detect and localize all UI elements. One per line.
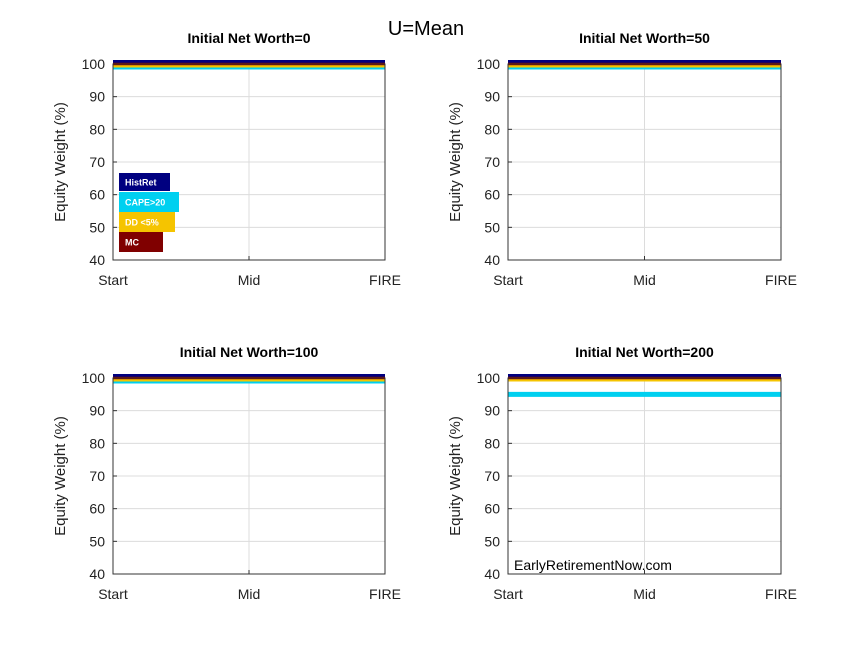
y-tick-label: 90 (484, 89, 500, 105)
y-tick-label: 70 (484, 468, 500, 484)
y-tick-label: 100 (477, 370, 501, 386)
y-axis-label: Equity Weight (%) (447, 102, 464, 222)
y-tick-label: 60 (89, 501, 105, 517)
x-tick-label: FIRE (369, 586, 401, 602)
x-tick-label: Start (493, 586, 523, 602)
x-tick-label: Start (98, 272, 128, 288)
y-tick-label: 60 (484, 501, 500, 517)
subplot-title: Initial Net Worth=0 (187, 30, 310, 46)
x-tick-label: Start (493, 272, 523, 288)
watermark: EarlyRetirementNow.com (514, 557, 672, 573)
y-tick-label: 100 (82, 56, 106, 72)
legend-label-histret: HistRet (125, 178, 157, 188)
legend-label-dd-5: DD <5% (125, 218, 159, 228)
subplot-1: 40 50 60 70 80 90 100 Start Mid FIRE Initial Net W… (52, 30, 401, 288)
y-tick-label: 80 (484, 435, 500, 451)
y-axis-label: Equity Weight (%) (447, 416, 464, 536)
y-tick-label: 100 (82, 370, 106, 386)
x-tick-label: Mid (633, 586, 656, 602)
x-tick-label: FIRE (369, 272, 401, 288)
y-tick-label: 90 (89, 89, 105, 105)
subplot-3: 40 50 60 70 80 90 100 Start Mid FIRE Initial Net W… (52, 344, 401, 602)
y-tick-label: 90 (484, 403, 500, 419)
y-tick-label: 70 (484, 154, 500, 170)
subplot-4: 40 50 60 70 80 90 100 Start Mid FIRE Initial Net W… (447, 344, 797, 602)
legend-swatch-mc (119, 232, 163, 252)
subplot-grid: 40 50 60 70 80 90 100 Start Mid FIRE Initial Net W… (52, 30, 797, 602)
subplot-title: Initial Net Worth=200 (575, 344, 714, 360)
x-tick-label: Mid (238, 272, 261, 288)
y-tick-label: 50 (89, 533, 105, 549)
subplot-2: 40 50 60 70 80 90 100 Start Mid FIRE Initial Net W… (447, 30, 797, 288)
y-tick-label: 70 (89, 154, 105, 170)
y-tick-label: 80 (484, 121, 500, 137)
y-axis-label: Equity Weight (%) (52, 102, 69, 222)
figure-title: U=Mean (388, 18, 464, 40)
y-axis-label: Equity Weight (%) (52, 416, 69, 536)
y-tick-label: 60 (89, 187, 105, 203)
x-tick-label: Start (98, 586, 128, 602)
subplot-title: Initial Net Worth=100 (180, 344, 319, 360)
x-tick-label: FIRE (765, 272, 797, 288)
legend-label-cape-20: CAPE>20 (125, 198, 165, 208)
y-tick-label: 80 (89, 121, 105, 137)
y-tick-label: 40 (484, 566, 500, 582)
legend-swatch-dd-5 (119, 212, 175, 232)
x-tick-label: FIRE (765, 586, 797, 602)
y-tick-label: 40 (89, 566, 105, 582)
y-tick-label: 40 (484, 252, 500, 268)
y-tick-label: 50 (484, 219, 500, 235)
legend-label-mc: MC (125, 238, 139, 248)
y-tick-label: 40 (89, 252, 105, 268)
y-tick-label: 50 (484, 533, 500, 549)
legend-swatch-histret (119, 173, 170, 191)
y-tick-label: 50 (89, 219, 105, 235)
y-tick-label: 100 (477, 56, 501, 72)
legend: HistRet CAPE>20 DD <5% MC (119, 173, 179, 252)
subplot-title: Initial Net Worth=50 (579, 30, 710, 46)
x-tick-label: Mid (633, 272, 656, 288)
y-tick-label: 70 (89, 468, 105, 484)
y-tick-label: 80 (89, 435, 105, 451)
x-tick-label: Mid (238, 586, 261, 602)
y-tick-label: 60 (484, 187, 500, 203)
legend-swatch-cape-20 (119, 192, 179, 212)
y-tick-label: 90 (89, 403, 105, 419)
